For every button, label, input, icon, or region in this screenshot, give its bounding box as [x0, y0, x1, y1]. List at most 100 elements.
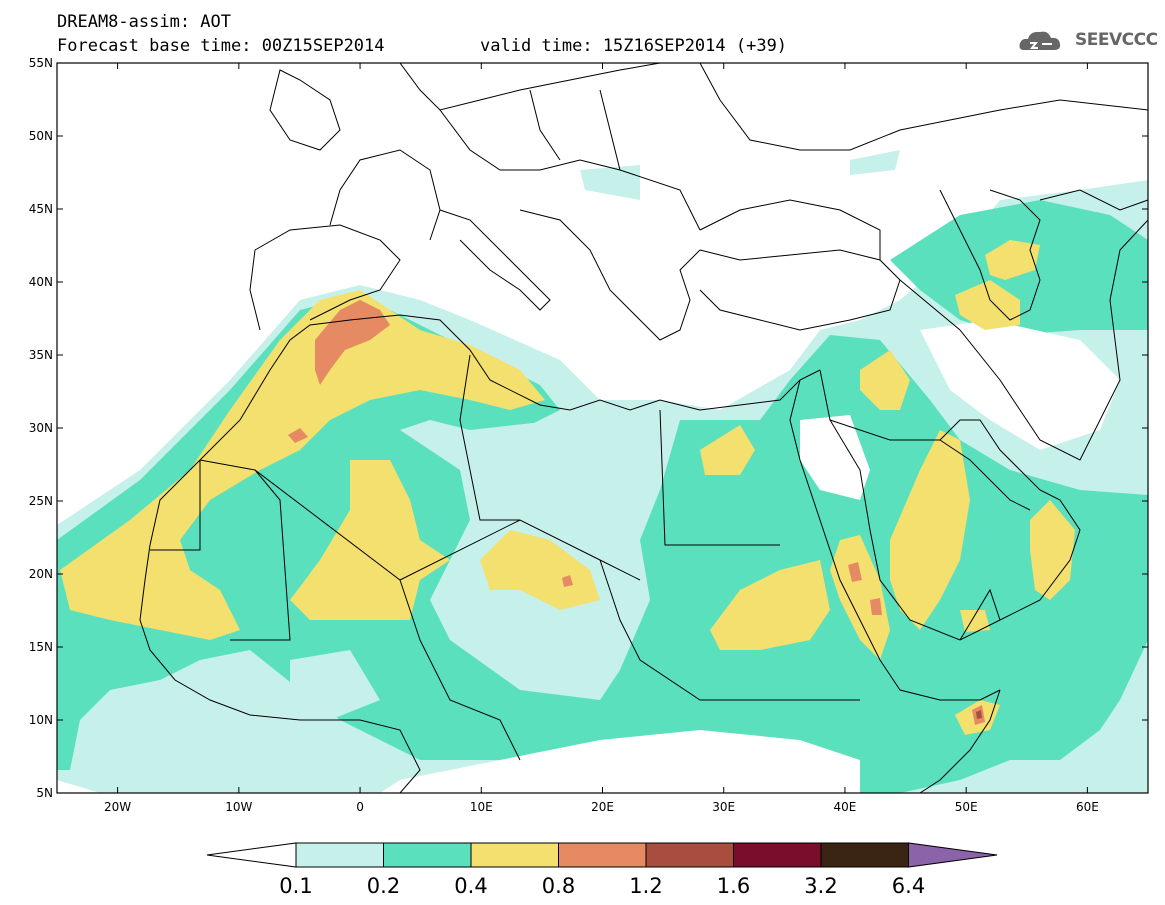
colorbar-high-arrow [908, 842, 998, 868]
border-east-2 [1039, 189, 1148, 211]
border-africa-7 [599, 559, 860, 701]
lon-label: 10W [225, 800, 252, 814]
aot-contour-0.8 [848, 562, 862, 582]
colorbar-box [820, 842, 909, 868]
aot-contour-0.4 [890, 430, 970, 630]
coastline-iberia [249, 224, 401, 331]
colorbar-box [558, 842, 647, 868]
coastline-black-sea [699, 199, 881, 260]
lat-label: 45N [29, 202, 53, 216]
border-africa-2 [230, 469, 291, 641]
aot-hole [800, 415, 870, 500]
aot-contour-0.4 [985, 240, 1040, 280]
border-europe-2 [529, 89, 621, 171]
border-iran [899, 219, 1148, 461]
border-africa-3 [659, 409, 780, 546]
latitude-labels: 55N 50N 45N 40N 35N 30N 25N 20N 15N 10N 5N [29, 56, 53, 800]
lon-label: 10E [470, 800, 493, 814]
border-africa-1 [199, 459, 641, 581]
lat-label: 10N [29, 713, 53, 727]
colorbar-box [645, 842, 734, 868]
colorbar-level-label: 3.2 [804, 874, 837, 898]
lat-label: 20N [29, 567, 53, 581]
border-arabia-2 [959, 588, 1001, 641]
coastline-persian-gulf [939, 439, 1031, 511]
coastline-caspian [939, 189, 1041, 321]
logo-text: SEEVCCC [1075, 30, 1158, 50]
lon-label: 20E [591, 800, 614, 814]
colorbar-level-label: 0.2 [367, 874, 400, 898]
coastline-italy [439, 209, 551, 311]
colorbar-level-label: 1.2 [629, 874, 662, 898]
border-africa-5 [150, 460, 201, 551]
lon-label: 30E [712, 800, 735, 814]
colorbar-level-label: 0.8 [542, 874, 575, 898]
lat-label: 25N [29, 494, 53, 508]
border-arabia-1 [829, 419, 940, 441]
lat-label: 35N [29, 348, 53, 362]
border-east-1 [699, 63, 1148, 151]
border-africa-4 [459, 354, 520, 521]
aot-contour-0.4 [960, 610, 990, 632]
lon-label: 60E [1076, 800, 1099, 814]
aot-contour-0.4 [1030, 500, 1075, 600]
aot-contour-0.8 [870, 598, 882, 615]
coastline-red-sea-west [789, 379, 1001, 701]
aot-contour-0.8 [315, 300, 390, 385]
aot-hole [470, 420, 650, 540]
coastline-africa-north [149, 314, 821, 546]
aot-contour-0.1 [850, 150, 900, 175]
colorbar-box [470, 842, 559, 868]
chart-title: DREAM8-assim: AOT [57, 12, 231, 32]
coastline-north-europe [399, 63, 661, 111]
aot-hole [920, 320, 1120, 450]
axis-ticks [57, 62, 1148, 794]
aot-contour-1.2 [976, 710, 982, 719]
aot-contour-0.8 [288, 428, 308, 443]
colorbar-level-label: 0.1 [279, 874, 312, 898]
colorbar-box [295, 842, 384, 868]
aot-contour-0.8 [562, 575, 573, 587]
lat-label: 30N [29, 421, 53, 435]
colorbar-labels: 0.1 0.2 0.4 0.8 1.2 1.6 3.2 6.4 [279, 874, 925, 898]
valid-time: valid time: 15Z16SEP2014 (+39) [480, 36, 788, 56]
coastline-arabia [819, 369, 1081, 641]
lat-label: 5N [36, 786, 53, 800]
colorbar-level-label: 6.4 [892, 874, 925, 898]
colorbar-low-arrow [206, 842, 297, 868]
coastline-uk [269, 69, 341, 151]
colorbar-boxes [206, 842, 998, 868]
aot-contour-0.4 [955, 280, 1020, 330]
lon-label: 40E [834, 800, 857, 814]
aot-contour-0.4 [700, 425, 755, 475]
lon-label: 20W [104, 800, 131, 814]
aot-contour-0.4 [480, 530, 600, 610]
border-europe-1 [439, 109, 701, 231]
longitude-labels: 20W 10W 0 10E 20E 30E 40E 50E 60E [104, 800, 1099, 814]
aot-contour-0.4 [290, 460, 450, 620]
aot-contour-0.4 [710, 560, 830, 650]
colorbar-level-label: 1.6 [717, 874, 750, 898]
forecast-base-time: Forecast base time: 00Z15SEP2014 [57, 36, 385, 56]
lon-label: 50E [955, 800, 978, 814]
aot-fields [57, 150, 1148, 793]
land-outlines [139, 63, 1148, 793]
lat-label: 50N [29, 129, 53, 143]
aot-contour-0.4 [830, 535, 890, 660]
coastline-africa-west [139, 544, 421, 793]
lat-label: 15N [29, 640, 53, 654]
coastline-balkans-greece [519, 209, 701, 341]
colorbar-level-label: 0.4 [454, 874, 487, 898]
lon-label: 0 [356, 800, 364, 814]
aot-contour-0.1 [580, 165, 640, 200]
colorbar-box [733, 842, 822, 868]
aot-contour-0.4 [860, 350, 910, 410]
seevccc-logo [1019, 31, 1061, 50]
colorbar-box [383, 842, 472, 868]
coastline-somalia [919, 689, 1001, 793]
lat-label: 40N [29, 275, 53, 289]
aot-contour-0.4 [60, 290, 545, 640]
coastline-turkey [699, 249, 901, 331]
